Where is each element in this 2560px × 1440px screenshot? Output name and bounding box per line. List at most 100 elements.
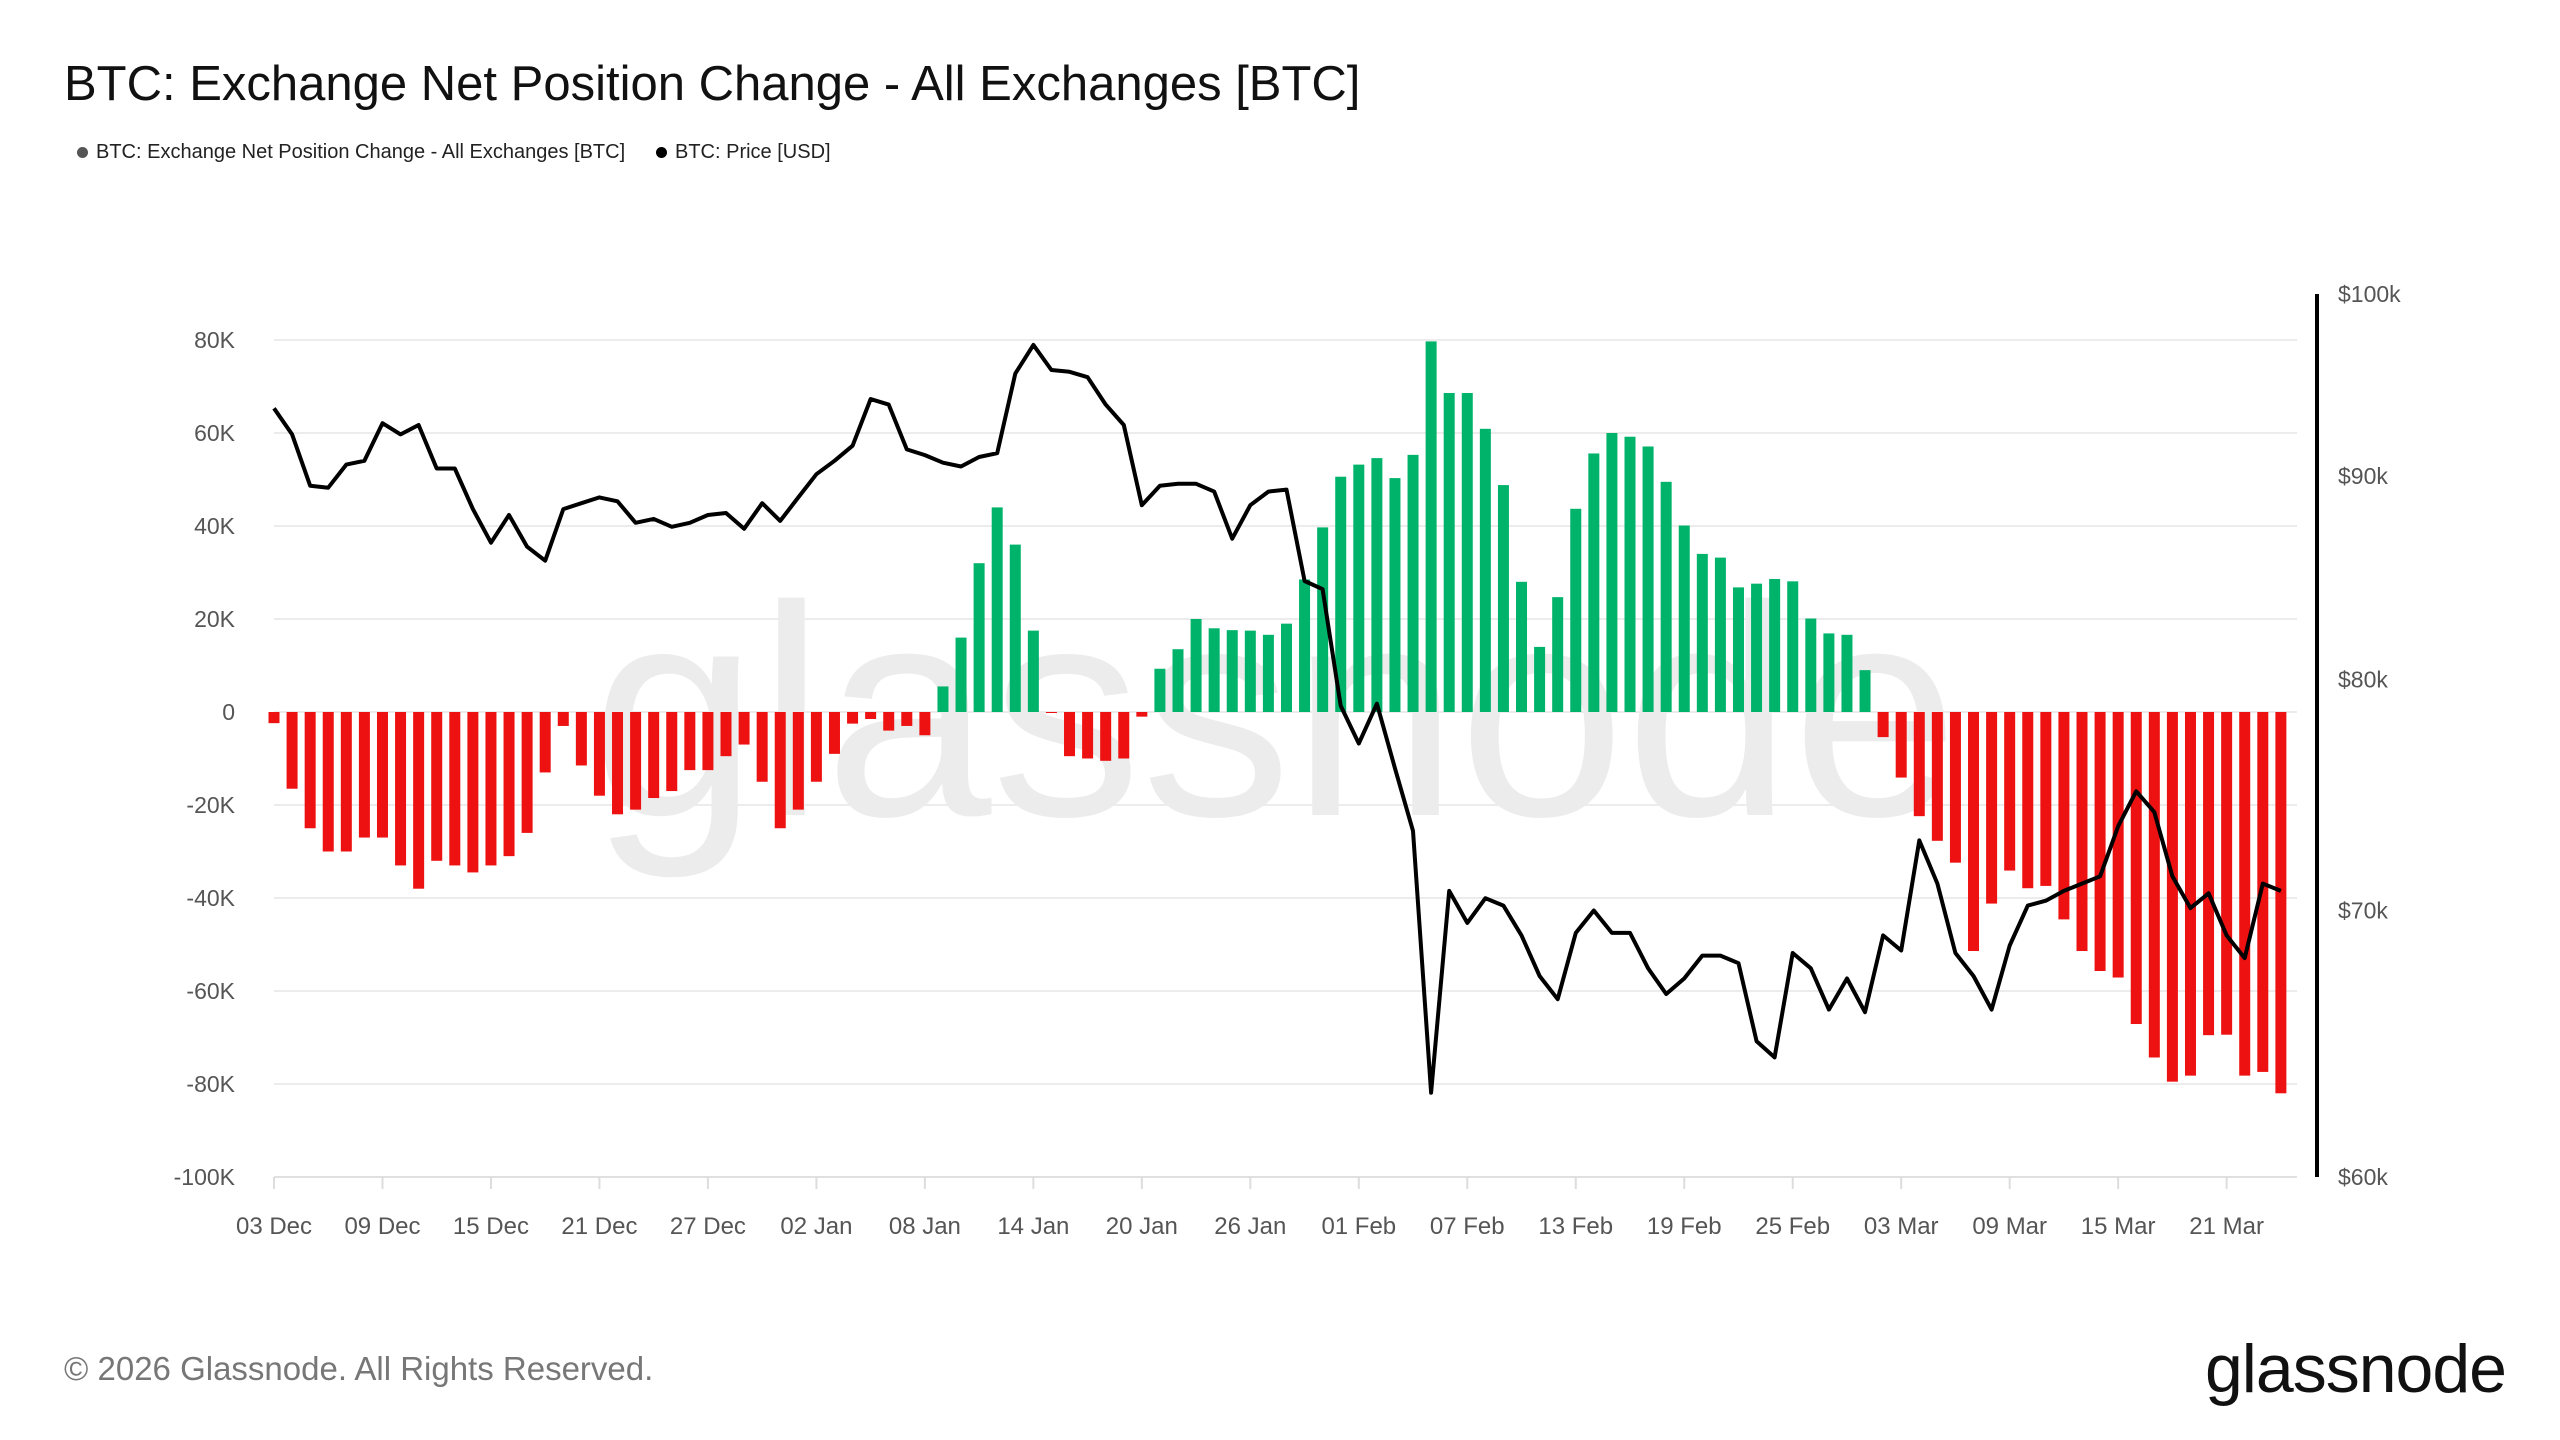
bar — [340, 712, 352, 852]
bar — [1335, 476, 1347, 712]
bar — [720, 712, 732, 757]
y-right-tick-label: $60k — [2338, 1164, 2388, 1190]
bar — [1841, 634, 1853, 712]
legend-item-net-position[interactable]: BTC: Exchange Net Position Change - All … — [77, 141, 625, 164]
bar — [847, 712, 859, 724]
bar — [1986, 712, 1998, 904]
bar — [2076, 712, 2088, 952]
x-tick-label: 25 Feb — [1755, 1213, 1830, 1240]
legend-label: BTC: Price [USD] — [675, 141, 831, 163]
bar — [1027, 630, 1039, 712]
bar — [358, 712, 370, 838]
x-tick-label: 07 Feb — [1430, 1213, 1505, 1240]
x-tick-label: 14 Jan — [997, 1213, 1069, 1240]
bar — [1805, 618, 1817, 712]
bar — [828, 712, 840, 754]
bar — [1624, 436, 1636, 712]
bar — [2184, 712, 2196, 1076]
bar — [1570, 508, 1582, 712]
bar — [810, 712, 822, 782]
bar — [2112, 712, 2124, 978]
bar — [630, 712, 642, 810]
y-tick-label: -20K — [186, 792, 235, 818]
bar — [684, 712, 696, 771]
bar — [503, 712, 515, 857]
legend-label: BTC: Exchange Net Position Change - All … — [96, 141, 626, 163]
bar — [1443, 393, 1455, 712]
bar — [1407, 454, 1419, 712]
bar — [2040, 712, 2052, 886]
bar — [1913, 712, 1925, 817]
bar — [1425, 341, 1437, 712]
bar — [1678, 525, 1690, 712]
bar — [2239, 712, 2251, 1076]
bar — [1317, 527, 1329, 712]
x-tick-label: 09 Mar — [1972, 1213, 2047, 1240]
bar — [467, 712, 479, 873]
y-tick-label: -60K — [186, 978, 235, 1004]
x-tick-label: 02 Jan — [780, 1213, 852, 1240]
bar — [286, 712, 298, 789]
bar — [2203, 712, 2215, 1036]
bar — [1082, 712, 1094, 759]
bar — [1660, 481, 1672, 712]
bar — [1606, 433, 1618, 712]
bar — [2148, 712, 2160, 1058]
bar — [1118, 712, 1130, 759]
x-tick-label: 13 Feb — [1538, 1213, 1613, 1240]
bar — [1895, 712, 1907, 778]
bar — [2004, 712, 2016, 871]
bar — [1190, 619, 1202, 712]
bar — [648, 712, 660, 799]
bar — [1353, 464, 1365, 712]
bar — [756, 712, 768, 782]
bar — [1299, 579, 1311, 712]
bar — [1732, 587, 1744, 712]
x-tick-label: 21 Dec — [561, 1213, 637, 1240]
x-tick-label: 03 Dec — [236, 1213, 312, 1240]
y-tick-label: -100K — [174, 1164, 236, 1190]
axes: 80K 60K 40K 20K 0 -20K -40K -60K -80K -100K $100k $… — [174, 281, 2402, 1240]
x-tick-label: 09 Dec — [344, 1213, 420, 1240]
bar — [883, 712, 895, 731]
bar — [1588, 453, 1600, 712]
bar — [395, 712, 407, 866]
y-right-tick-label: $90k — [2338, 463, 2388, 489]
bar — [2130, 712, 2142, 1025]
bar — [304, 712, 316, 829]
bar — [1136, 712, 1148, 717]
bar — [1787, 581, 1799, 712]
bar — [1751, 583, 1763, 712]
bar — [1823, 633, 1835, 712]
bar — [2022, 712, 2034, 889]
legend-dot-icon — [77, 147, 88, 158]
x-tick-label: 20 Jan — [1106, 1213, 1178, 1240]
legend-item-price[interactable]: BTC: Price [USD] — [656, 141, 831, 164]
y-tick-label: 80K — [194, 327, 236, 353]
x-tick-label: 26 Jan — [1214, 1213, 1286, 1240]
bar — [1769, 579, 1781, 712]
bar — [901, 712, 913, 726]
copyright: © 2026 Glassnode. All Rights Reserved. — [64, 1350, 654, 1387]
bar — [449, 712, 461, 866]
bar — [413, 712, 425, 889]
bar — [1642, 446, 1654, 712]
bar — [702, 712, 714, 771]
bar — [1949, 712, 1961, 863]
y-right-tick-label: $70k — [2338, 898, 2388, 924]
x-tick-label: 21 Mar — [2189, 1213, 2264, 1240]
x-tick-label: 08 Jan — [889, 1213, 961, 1240]
bar — [1516, 581, 1528, 712]
bar — [2275, 712, 2287, 1094]
bar — [612, 712, 624, 815]
x-tick-label: 03 Mar — [1864, 1213, 1939, 1240]
gridlines — [274, 339, 2297, 1178]
bar — [1859, 670, 1871, 712]
bar — [1389, 478, 1401, 712]
bar — [1280, 623, 1292, 712]
bar — [955, 637, 967, 712]
bar — [521, 712, 533, 833]
bar — [2166, 712, 2178, 1082]
bar — [1100, 712, 1112, 761]
